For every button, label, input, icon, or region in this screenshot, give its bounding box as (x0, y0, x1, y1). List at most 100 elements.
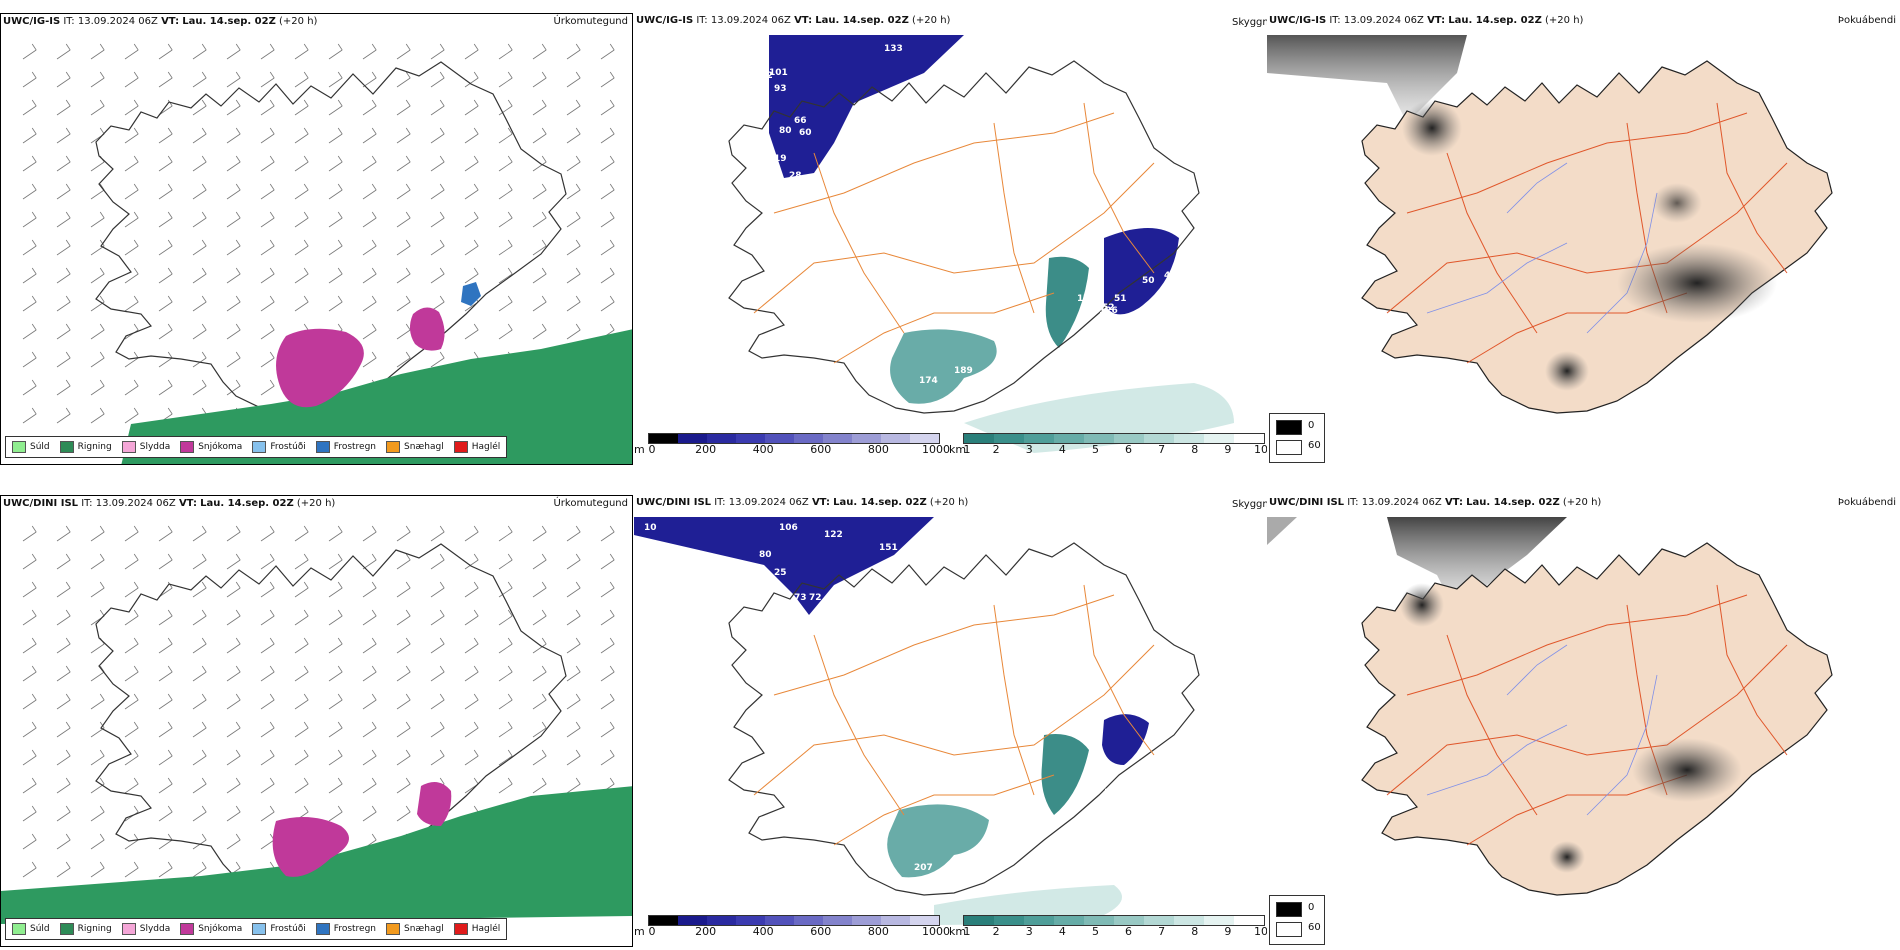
legend-swatch (12, 441, 26, 453)
colorbar-tick: 6 (1125, 443, 1133, 456)
ceiling-value-label: 126 (1099, 306, 1118, 316)
ceiling-area-east (1102, 714, 1149, 765)
visibility-title: Skyggni (1232, 17, 1272, 28)
fog-indicator-panel-1: UWC/IG-IS IT: 13.09.2024 06Z VT: Lau. 14… (1267, 13, 1900, 465)
ceiling-value-label: 197 (944, 878, 963, 888)
iceland-outline (728, 60, 1200, 414)
ceiling-visibility-panel-2: UWC/DINI ISL IT: 13.09.2024 06Z VT: Lau.… (634, 495, 1267, 947)
iceland-land (1361, 542, 1833, 896)
ceiling-value-label: 151 (879, 543, 898, 553)
ceiling-value-label: 174 (919, 376, 938, 386)
ceiling-value-label: 75 (1124, 778, 1137, 788)
colorbar-tick: 8 (1191, 443, 1199, 456)
iceland-outline (728, 542, 1200, 896)
legend-swatch (315, 441, 330, 453)
colorbar-tick: 200 (695, 443, 717, 456)
ceiling-value-label: 60 (799, 128, 812, 138)
ceiling-value-label: 42 (1164, 271, 1177, 281)
ceiling-value-label: 80 (759, 550, 772, 560)
legend-item: Snjókoma (180, 441, 242, 453)
ceiling-value-label: 106 (779, 523, 798, 533)
colorbar-tick: 8 (1191, 925, 1199, 938)
visibility-title: Skyggni (1232, 499, 1272, 510)
legend-item: Snjókoma (180, 923, 242, 935)
fog-legend: 0 60 (1269, 413, 1325, 463)
legend-item: Snæhagl (386, 441, 444, 453)
ceiling-value-label: 93 (774, 84, 787, 94)
fog-blob-e (1652, 183, 1702, 223)
legend-item: Frostregn (315, 923, 376, 935)
legend-item: Haglél (453, 441, 500, 453)
legend-item: Súld (12, 441, 50, 453)
ceiling-value-label: 196 (1089, 854, 1108, 864)
precip-map (1, 525, 632, 924)
visibility-colorbar: km 1 2 3 4 5 6 7 8 9 10 (949, 433, 1267, 463)
visibility-colorbar: km 1 2 3 4 5 6 7 8 9 10 (949, 915, 1267, 945)
colorbar-tick: 1000 (922, 925, 950, 938)
colorbar-tick: 1000 (922, 443, 950, 456)
roads (1386, 584, 1788, 846)
fog-legend: 0 60 (1269, 895, 1325, 945)
panel-header: UWC/DINI ISL IT: 13.09.2024 06Z VT: Lau.… (1269, 497, 1602, 508)
ceiling-value-label: 28 (789, 171, 802, 181)
colorbar-tick: 9 (1224, 925, 1232, 938)
legend-swatch (59, 441, 74, 453)
vis-area-south (890, 329, 997, 404)
ceiling-area-nw (769, 35, 964, 178)
ceiling-area-nw (634, 517, 934, 615)
colorbar-tick: 1 (963, 443, 971, 456)
ceiling-visibility-panel-1: UWC/IG-IS IT: 13.09.2024 06Z VT: Lau. 14… (634, 13, 1267, 465)
snow-area-east (417, 782, 452, 826)
ceiling-value-label: 216 (1074, 828, 1093, 838)
legend-item: Snæhagl (386, 923, 444, 935)
colorbar-tick: 800 (867, 925, 889, 938)
colorbar-tick: 10 (1254, 443, 1267, 456)
colorbar-tick: 7 (1158, 443, 1166, 456)
precip-legend: Súld Rigning Slydda Snjókoma Frostúði Frostre… (5, 918, 508, 940)
colorbar-tick: 7 (1158, 925, 1166, 938)
roads (753, 102, 1155, 364)
panel-header: UWC/IG-IS IT: 13.09.2024 06Z VT: Lau. 14… (3, 16, 318, 27)
colorbar-tick: 1 (963, 925, 971, 938)
panel-header: UWC/IG-IS IT: 13.09.2024 06Z VT: Lau. 14… (636, 15, 951, 26)
ceiling-value-label: 101 (769, 68, 788, 78)
fog-indicator-panel-2: UWC/DINI ISL IT: 13.09.2024 06Z VT: Lau.… (1267, 495, 1900, 947)
fog-blob-s (1545, 351, 1589, 391)
legend-swatch (252, 923, 267, 935)
ceiling-value-label: 73 (794, 593, 807, 603)
colorbar-tick: 600 (810, 443, 832, 456)
snow-area-east (409, 307, 445, 351)
ceiling-value-label: 72 (809, 593, 822, 603)
legend-item: Frostúði (252, 923, 306, 935)
legend-swatch (180, 441, 195, 453)
legend-item: Frostúði (252, 441, 306, 453)
legend-swatch (59, 923, 74, 935)
ceiling-value-label: 25 (774, 568, 787, 578)
legend-swatch (180, 923, 195, 935)
snow-area (272, 817, 349, 877)
legend-swatch (453, 923, 468, 935)
panel-header: UWC/DINI ISL IT: 13.09.2024 06Z VT: Lau.… (636, 497, 969, 508)
panel-title: Úrkomutegund (553, 498, 628, 509)
ceiling-value-label: 160 (1104, 788, 1123, 798)
fog-blob-nw (1402, 100, 1462, 156)
legend-item: Rigning (59, 441, 112, 453)
legend-swatch (386, 441, 401, 453)
panel-header: UWC/IG-IS IT: 13.09.2024 06Z VT: Lau. 14… (1269, 15, 1584, 26)
colorbar-tick: 2 (992, 925, 1000, 938)
fog-blob-se (1632, 738, 1742, 802)
colorbar-tick: 4 (1058, 443, 1066, 456)
ceiling-colorbar: m 0 200 400 600 800 1000 (634, 433, 950, 463)
ceiling-value-label: 19 (774, 154, 787, 164)
panel-title: Þokuábendi (1837, 15, 1896, 26)
ceiling-value-label: 122 (824, 530, 843, 540)
colorbar-tick: 9 (1224, 443, 1232, 456)
ceiling-value-label: 133 (884, 44, 903, 54)
colorbar-tick: 400 (752, 443, 774, 456)
precip-type-panel-2: UWC/DINI ISL IT: 13.09.2024 06Z VT: Lau.… (0, 495, 633, 947)
ceiling-value-label: 170 (1077, 294, 1096, 304)
legend-item: Haglél (453, 923, 500, 935)
colorbar-tick: 0 (648, 443, 656, 456)
colorbar-tick: 600 (810, 925, 832, 938)
